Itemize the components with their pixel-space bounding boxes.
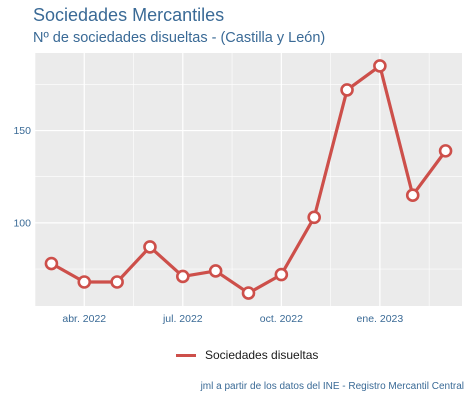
plot-panel xyxy=(35,53,462,306)
x-tick-label: ene. 2023 xyxy=(357,313,404,325)
data-point xyxy=(340,83,354,97)
data-point xyxy=(44,256,59,271)
chart-title: Sociedades Mercantiles xyxy=(33,5,225,25)
data-point xyxy=(77,275,92,289)
data-point xyxy=(274,267,289,282)
x-tick-label: oct. 2022 xyxy=(260,313,303,325)
data-point xyxy=(208,264,223,278)
y-tick-label: 150 xyxy=(13,125,31,137)
legend-label: Sociedades disueltas xyxy=(205,348,319,362)
y-tick-label: 100 xyxy=(13,217,31,229)
data-point xyxy=(307,210,321,225)
chart-subtitle: Nº de sociedades disueltas - (Castilla y… xyxy=(33,30,326,46)
data-point xyxy=(373,59,387,73)
legend: Sociedades disueltas xyxy=(176,348,318,362)
series-layer xyxy=(44,59,453,300)
data-point xyxy=(241,286,256,300)
source-caption: jml a partir de los datos del INE - Regi… xyxy=(200,381,464,392)
x-tick-label: jul. 2022 xyxy=(162,313,203,325)
data-point xyxy=(110,275,124,289)
legend-swatch xyxy=(176,353,196,357)
line-chart: 100 150 abr. 2022 jul. 2022 oct. 2022 ene. 20… xyxy=(13,53,462,325)
data-point xyxy=(143,240,157,254)
data-point xyxy=(405,188,420,202)
x-tick-label: abr. 2022 xyxy=(62,313,106,325)
data-point xyxy=(438,144,453,158)
data-point xyxy=(176,269,190,284)
axis-labels: 100 150 abr. 2022 jul. 2022 oct. 2022 ene. 20… xyxy=(13,125,403,325)
